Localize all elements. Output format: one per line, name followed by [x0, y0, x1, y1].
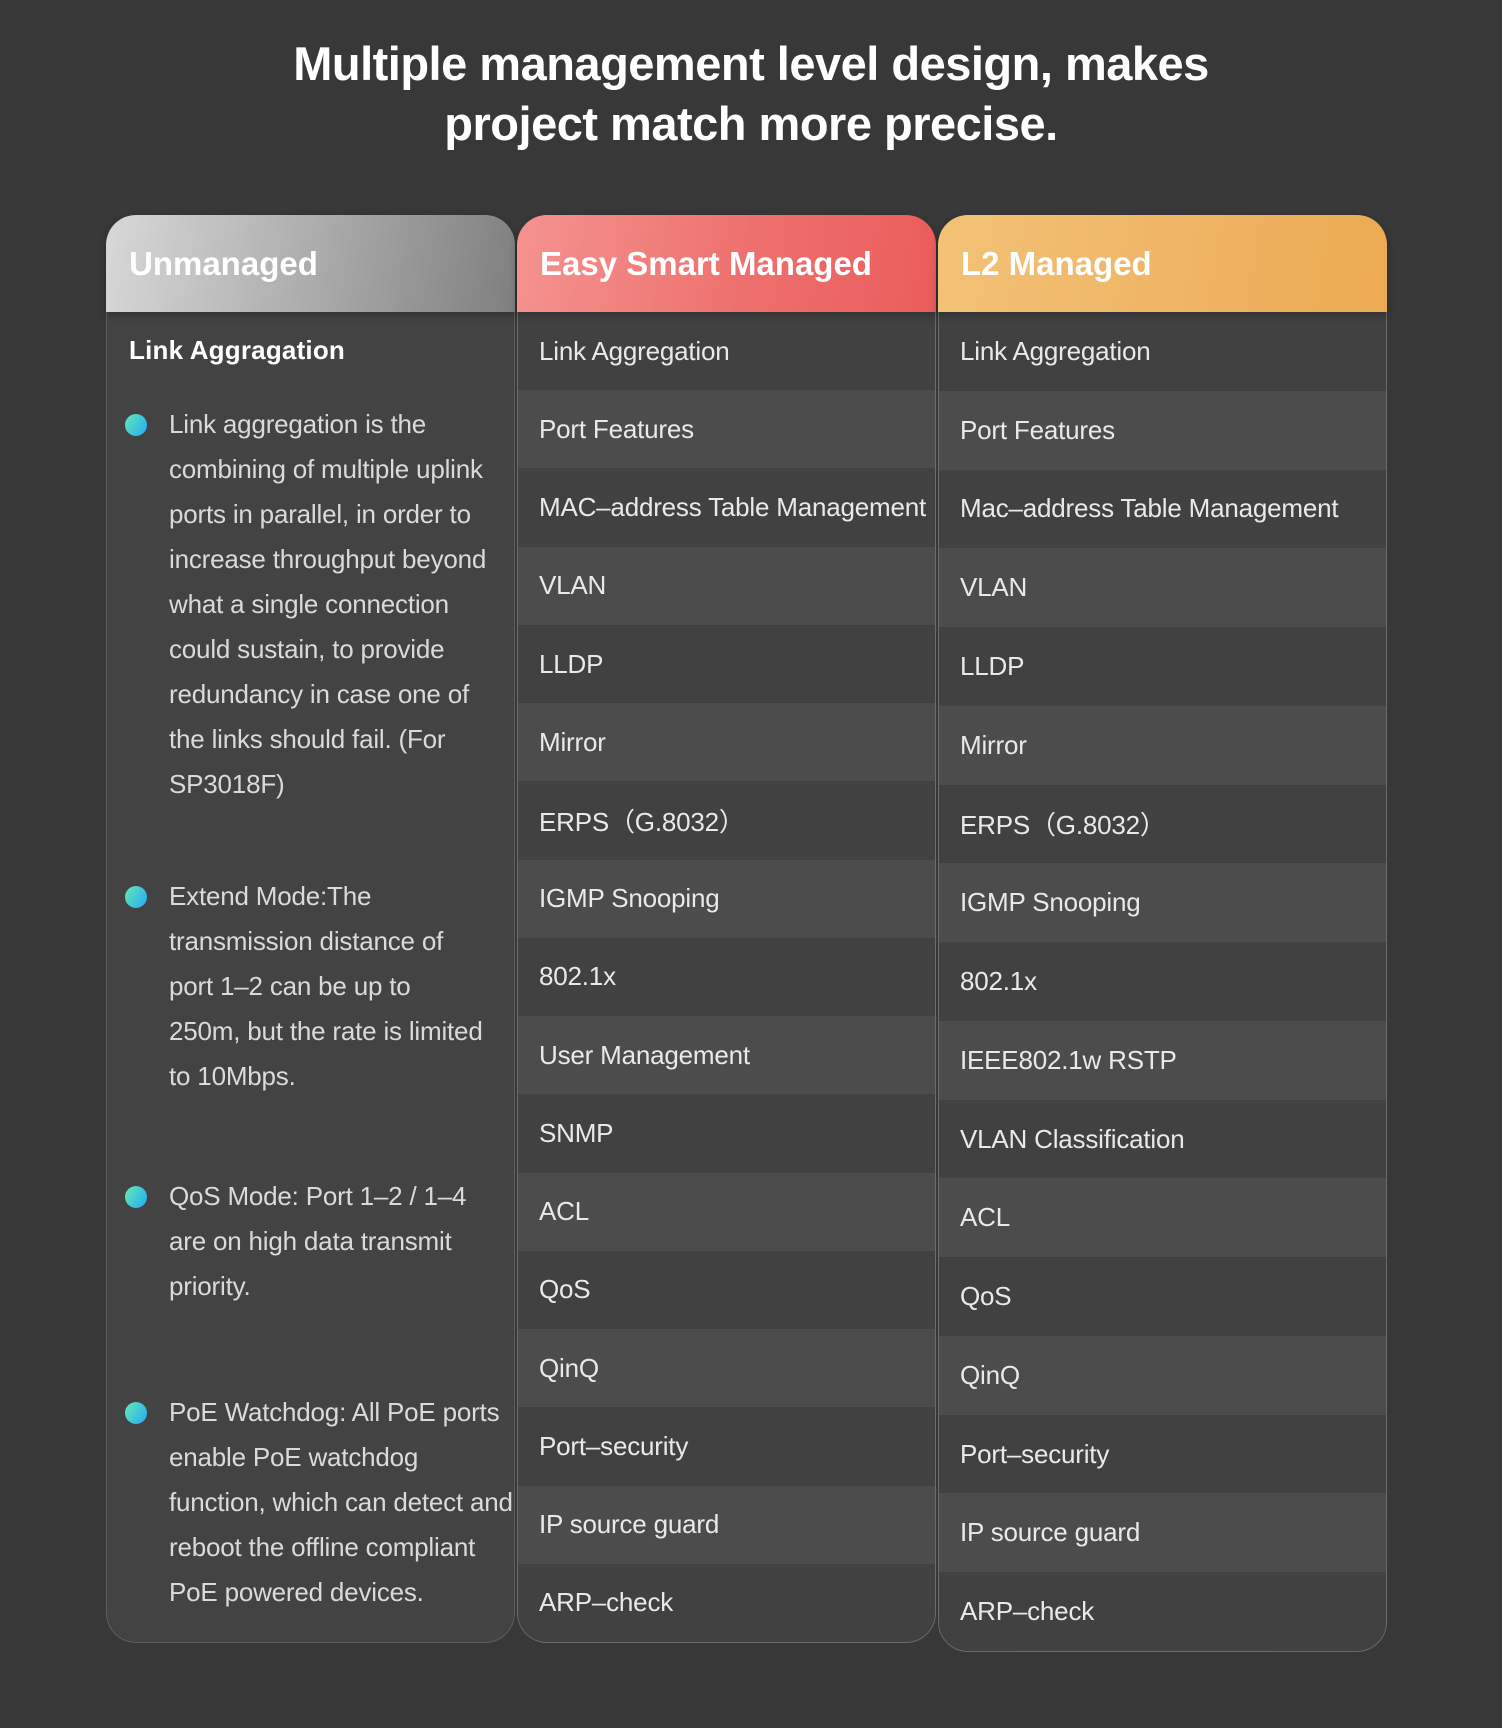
feature-row: IP source guard [518, 1485, 935, 1564]
feature-row: IGMP Snooping [939, 863, 1386, 943]
easy-smart-header: Easy Smart Managed [517, 215, 936, 312]
bullet-line: PoE powered devices. [169, 1577, 424, 1607]
unmanaged-header: Unmanaged [106, 215, 515, 312]
feature-row: 802.1x [939, 942, 1386, 1021]
feature-row: SNMP [518, 1094, 935, 1173]
feature-row: Port–security [518, 1407, 935, 1486]
bullet-text: QoS Mode: Port 1–2 / 1–4 are on high dat… [169, 1174, 466, 1309]
bullet-line: increase throughput beyond [169, 544, 487, 574]
feature-row: ERPS（G.8032） [939, 784, 1386, 864]
l2-header-label: L2 Managed [961, 244, 1152, 282]
bullet-item-extend-mode: Extend Mode:The transmission distance of… [125, 874, 483, 1099]
feature-row: Link Aggregation [518, 312, 935, 391]
feature-row: User Management [518, 1016, 935, 1095]
bullet-line: ports in parallel, in order to [169, 499, 471, 529]
feature-row: VLAN [939, 548, 1386, 628]
l2-header: L2 Managed [938, 215, 1387, 312]
feature-row: VLAN [518, 546, 935, 625]
bullet-line: to 10Mbps. [169, 1061, 296, 1091]
feature-row: Mirror [939, 705, 1386, 785]
bullet-line: port 1–2 can be up to [169, 971, 411, 1001]
bullet-item-qos-mode: QoS Mode: Port 1–2 / 1–4 are on high dat… [125, 1174, 466, 1309]
unmanaged-body: Link Aggragation Link aggregation is the… [106, 312, 515, 1643]
column-easy-smart-managed: Easy Smart Managed Link Aggregation Port… [517, 215, 936, 1643]
bullet-line: transmission distance of [169, 926, 444, 956]
easy-smart-body: Link Aggregation Port Features MAC–addre… [517, 312, 936, 1643]
feature-row: 802.1x [518, 937, 935, 1017]
feature-row: ACL [518, 1172, 935, 1251]
page-title-line-1: Multiple management level design, makes [293, 37, 1209, 90]
bullet-line: SP3018F) [169, 769, 285, 799]
page-title-line-2: project match more precise. [444, 97, 1058, 150]
bullet-line: combining of multiple uplink [169, 454, 483, 484]
bullet-dot-icon [125, 1186, 147, 1208]
bullet-dot-icon [125, 414, 147, 436]
bullet-line: PoE Watchdog: All PoE ports [169, 1397, 500, 1427]
bullet-text: PoE Watchdog: All PoE ports enable PoE w… [169, 1390, 513, 1615]
bullet-line: QoS Mode: Port 1–2 / 1–4 [169, 1181, 467, 1211]
column-unmanaged: Unmanaged Link Aggragation Link aggregat… [106, 215, 515, 1643]
bullet-line: reboot the offline compliant [169, 1532, 476, 1562]
bullet-dot-icon [125, 886, 147, 908]
feature-row: ARP–check [939, 1572, 1386, 1651]
feature-row: Mirror [518, 703, 935, 782]
bullet-line: enable PoE watchdog [169, 1442, 419, 1472]
feature-row: QoS [518, 1250, 935, 1330]
bullet-item-poe-watchdog: PoE Watchdog: All PoE ports enable PoE w… [125, 1390, 513, 1615]
bullet-line: priority. [169, 1271, 251, 1301]
feature-row: Port–security [939, 1414, 1386, 1494]
bullet-line: are on high data transmit [169, 1226, 452, 1256]
unmanaged-section-heading: Link Aggragation [129, 335, 346, 365]
bullet-line: what a single connection [169, 589, 449, 619]
feature-row: LLDP [939, 627, 1386, 706]
feature-row: MAC–address Table Management [518, 468, 935, 547]
page-title: Multiple management level design, makes … [0, 34, 1502, 154]
feature-row: QoS [939, 1257, 1386, 1336]
feature-row: IEEE802.1w RSTP [939, 1020, 1386, 1100]
bullet-line: redundancy in case one of [169, 679, 469, 709]
feature-row: Link Aggregation [939, 312, 1386, 391]
feature-row: Port Features [518, 390, 935, 469]
feature-row: Mac–address Table Management [939, 469, 1386, 549]
feature-row: ERPS（G.8032） [518, 781, 935, 860]
feature-row: LLDP [518, 624, 935, 704]
easy-smart-header-label: Easy Smart Managed [540, 244, 872, 282]
bullet-line: the links should fail. (For [169, 724, 446, 754]
bullet-text: Extend Mode:The transmission distance of… [169, 874, 483, 1099]
bullet-line: Extend Mode:The [169, 881, 372, 911]
bullet-line: function, which can detect and [169, 1487, 513, 1517]
feature-row: QinQ [518, 1329, 935, 1408]
bullet-line: Link aggregation is the [169, 409, 427, 439]
feature-row: VLAN Classification [939, 1099, 1386, 1179]
bullet-text: Link aggregation is the combining of mul… [169, 402, 486, 807]
unmanaged-header-label: Unmanaged [129, 244, 318, 282]
feature-row: QinQ [939, 1335, 1386, 1415]
feature-row: Port Features [939, 390, 1386, 470]
feature-row: ACL [939, 1178, 1386, 1258]
feature-row: IGMP Snooping [518, 859, 935, 938]
bullet-line: could sustain, to provide [169, 634, 445, 664]
bullet-item-link-aggregation: Link aggregation is the combining of mul… [125, 402, 486, 807]
l2-body: Link Aggregation Port Features Mac–addre… [938, 312, 1387, 1652]
bullet-line: 250m, but the rate is limited [169, 1016, 483, 1046]
feature-row: ARP–check [518, 1563, 935, 1642]
column-l2-managed: L2 Managed Link Aggregation Port Feature… [938, 215, 1387, 1652]
bullet-dot-icon [125, 1402, 147, 1424]
feature-row: IP source guard [939, 1493, 1386, 1573]
